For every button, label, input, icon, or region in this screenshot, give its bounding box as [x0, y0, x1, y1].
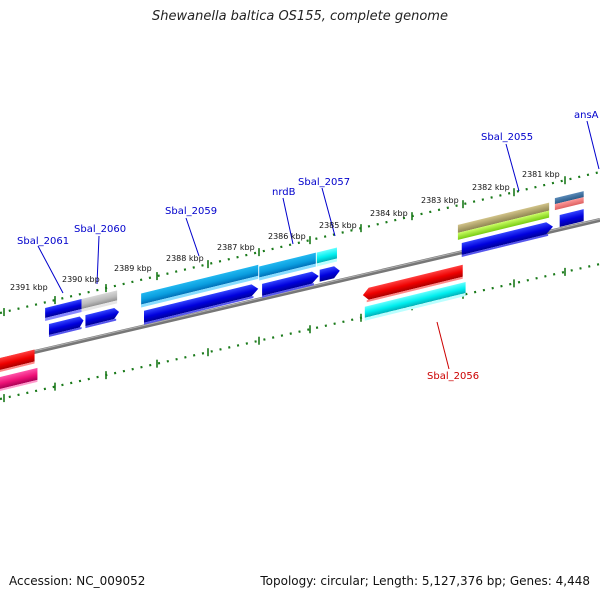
gene-sbal-2057-upper[interactable]	[316, 247, 337, 267]
gene-sbal-2060-lower[interactable]	[85, 307, 120, 329]
gene-label-sbal-2057[interactable]: Sbal_2057	[298, 177, 350, 188]
gene-sbal-2056-upper[interactable]	[362, 264, 463, 303]
map-title: Shewanella baltica OS155, complete genom…	[152, 9, 448, 24]
kbp-tick-label: 2382 kbp	[472, 183, 510, 192]
gene-label-sbal-2055[interactable]: Sbal_2055	[481, 132, 533, 143]
gene-sbal-2057-lower[interactable]	[319, 265, 340, 282]
gene-ansa-lower[interactable]	[559, 209, 584, 227]
kbp-tick-label: 2381 kbp	[522, 170, 560, 179]
upper-scale-track	[0, 170, 600, 315]
gene-sbal-2059-lower[interactable]	[144, 283, 259, 325]
gene-sbal-2061-lower[interactable]	[48, 316, 84, 338]
gene-nrdb-lower[interactable]	[262, 270, 319, 298]
lower-scale-track	[0, 262, 600, 401]
gene-ansa-upper[interactable]	[554, 191, 584, 211]
genome-summary: Topology: circular; Length: 5,127,376 bp…	[260, 574, 590, 588]
kbp-tick-label: 2386 kbp	[268, 232, 306, 241]
kbp-tick-labels: 2391 kbp 2390 kbp 2389 kbp 2388 kbp 2387 kbp…	[10, 170, 560, 292]
gene-sbal-2061-upper[interactable]	[45, 299, 82, 321]
gene-label-ansa[interactable]: ansA	[574, 110, 599, 121]
kbp-tick-label: 2391 kbp	[10, 283, 48, 292]
gene-nrdb-upper[interactable]	[259, 252, 316, 281]
gene-label-sbal-2059[interactable]: Sbal_2059	[165, 206, 217, 217]
gene-sbal-2055-lower[interactable]	[461, 221, 553, 257]
accession-label: Accession: NC_009052	[9, 574, 146, 588]
gene-sbal-2055-upper[interactable]	[457, 202, 550, 240]
kbp-tick-label: 2385 kbp	[319, 221, 357, 230]
kbp-tick-label: 2389 kbp	[114, 264, 152, 273]
gene-label-sbal-2061[interactable]: Sbal_2061	[17, 236, 69, 247]
gene-label-sbal-2060[interactable]: Sbal_2060	[74, 224, 126, 235]
gene-sbal-2060-upper[interactable]	[81, 290, 118, 313]
gene-label-nrdb[interactable]: nrdB	[272, 187, 296, 198]
gene-left-red[interactable]	[0, 349, 35, 374]
kbp-tick-label: 2384 kbp	[370, 209, 408, 218]
kbp-tick-label: 2387 kbp	[217, 243, 255, 252]
gene-labels: Sbal_2061 Sbal_2060 Sbal_2059 nrdBSbal_2057…	[17, 110, 599, 382]
kbp-tick-label: 2388 kbp	[166, 254, 204, 263]
label-leaders	[37, 120, 600, 370]
feature-layer	[0, 191, 584, 393]
gene-sbal-2056-lower[interactable]	[364, 282, 466, 321]
gene-left-pink[interactable]	[0, 367, 38, 393]
kbp-tick-label: 2383 kbp	[421, 196, 459, 205]
kbp-tick-label: 2390 kbp	[62, 275, 100, 284]
gene-label-sbal-2056[interactable]: Sbal_2056	[427, 371, 479, 382]
gene-sbal-2059-upper[interactable]	[141, 264, 259, 308]
